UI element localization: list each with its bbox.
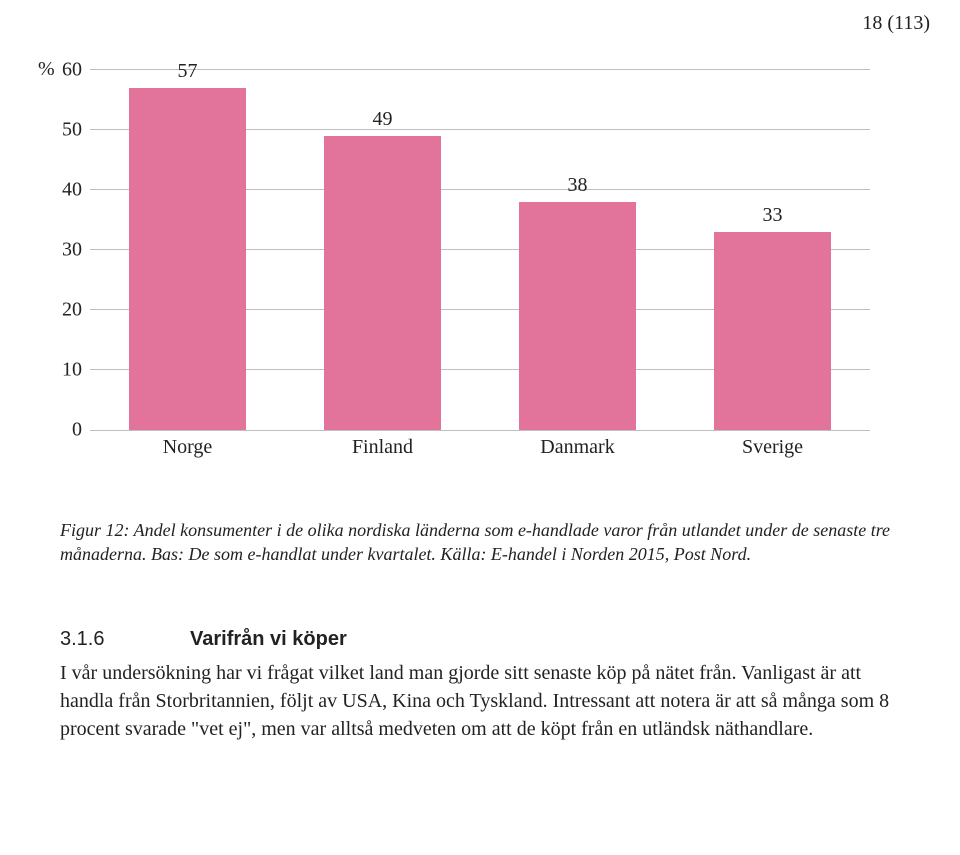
section: 3.1.6Varifrån vi köper I vår undersöknin… xyxy=(60,628,900,743)
y-tick-label: 40 xyxy=(50,179,82,202)
x-axis-labels: Norge Finland Danmark Sverige xyxy=(90,436,870,466)
section-heading: 3.1.6Varifrån vi köper xyxy=(60,628,900,651)
y-tick-label: 10 xyxy=(50,359,82,382)
bar-finland: 49 xyxy=(324,136,441,430)
bar-danmark: 38 xyxy=(519,202,636,430)
bar-value-label: 49 xyxy=(324,108,441,131)
plot-area: 0 10 20 30 40 50 60 57 49 38 33 xyxy=(90,70,870,431)
y-tick-label: 30 xyxy=(50,239,82,262)
x-tick-label: Danmark xyxy=(480,436,675,459)
y-tick-label: 0 xyxy=(50,419,82,442)
section-body: I vår undersökning har vi frågat vilket … xyxy=(60,659,900,743)
x-tick-label: Finland xyxy=(285,436,480,459)
section-title: Varifrån vi köper xyxy=(190,628,347,650)
x-tick-label: Sverige xyxy=(675,436,870,459)
bar-chart: % 0 10 20 30 40 50 60 57 49 38 33 Norge … xyxy=(90,70,870,470)
figure-caption: Figur 12: Andel konsumenter i de olika n… xyxy=(60,518,900,567)
bar-value-label: 38 xyxy=(519,174,636,197)
bar-value-label: 33 xyxy=(714,204,831,227)
bar-sverige: 33 xyxy=(714,232,831,430)
section-number: 3.1.6 xyxy=(60,628,190,651)
bar-value-label: 57 xyxy=(129,60,246,83)
y-tick-label: 60 xyxy=(50,59,82,82)
x-tick-label: Norge xyxy=(90,436,285,459)
y-tick-label: 50 xyxy=(50,119,82,142)
page-number: 18 (113) xyxy=(862,12,930,35)
bar-norge: 57 xyxy=(129,88,246,430)
y-tick-label: 20 xyxy=(50,299,82,322)
